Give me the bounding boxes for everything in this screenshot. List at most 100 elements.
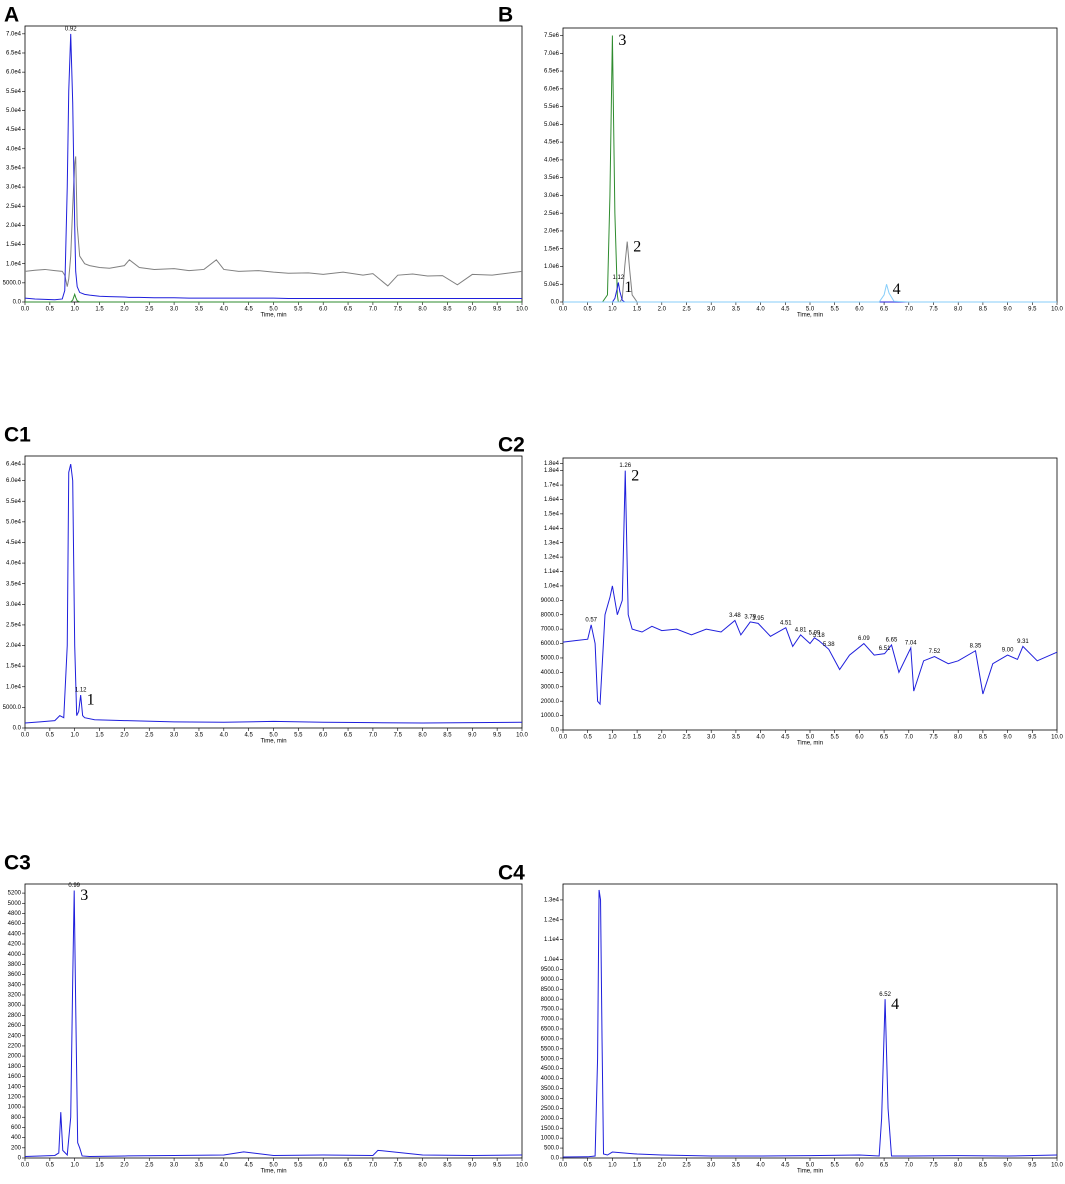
x-tick-label: 3.0: [170, 733, 179, 739]
panel-label: A: [4, 4, 19, 27]
x-tick-label: 3.0: [170, 307, 179, 313]
x-tick-label: 7.5: [929, 735, 938, 741]
y-tick-label: 2.5e4: [6, 623, 22, 629]
x-tick-label: 3.5: [195, 733, 204, 739]
x-tick-label: 2.5: [145, 1163, 154, 1169]
x-tick-label: 1.0: [608, 735, 617, 741]
x-tick-label: 5.0: [269, 1163, 278, 1169]
x-tick-label: 4.5: [781, 307, 790, 313]
x-axis-title: Time, min: [260, 313, 286, 319]
y-tick-label: 1.7e4: [544, 483, 560, 489]
y-tick-label: 9000.0: [541, 598, 560, 604]
y-tick-label: 3200: [8, 993, 22, 999]
y-tick-label: 6.5e4: [6, 51, 22, 57]
peak-label: 0.92: [65, 26, 77, 32]
x-tick-label: 6.5: [344, 733, 353, 739]
x-tick-label: 7.0: [369, 307, 378, 313]
x-tick-label: 4.5: [781, 735, 790, 741]
peak-label: 5.18: [813, 633, 825, 639]
y-tick-label: 9500.0: [541, 967, 560, 973]
peak-annotation: 1: [87, 692, 95, 709]
x-tick-label: 3.0: [707, 1163, 716, 1169]
x-tick-label: 0.5: [46, 1163, 55, 1169]
panel-label: C3: [4, 852, 31, 875]
x-tick-label: 1.5: [633, 735, 642, 741]
x-tick-label: 1.5: [95, 1163, 104, 1169]
x-tick-label: 8.0: [954, 735, 963, 741]
x-tick-label: 8.5: [443, 307, 452, 313]
y-tick-label: 1.2e4: [544, 917, 560, 923]
peak-label: 8.35: [970, 643, 982, 649]
y-tick-label: 3.5e6: [544, 175, 560, 181]
y-tick-label: 1.8e4: [544, 468, 560, 474]
x-tick-label: 7.0: [369, 733, 378, 739]
y-tick-label: 6000.0: [541, 641, 560, 647]
y-tick-label: 1.5e4: [6, 242, 22, 248]
y-tick-label: 1.6e4: [544, 497, 560, 503]
x-tick-label: 4.0: [220, 1163, 229, 1169]
x-tick-label: 0.0: [21, 733, 30, 739]
x-tick-label: 10.0: [1051, 1163, 1063, 1169]
series-line: [25, 292, 522, 303]
y-tick-label: 4.5e4: [6, 127, 22, 133]
y-tick-label: 5.0e4: [6, 108, 22, 114]
x-tick-label: 2.0: [658, 307, 667, 313]
peak-label: 1.12: [75, 688, 87, 694]
x-tick-label: 9.5: [1028, 1163, 1037, 1169]
x-tick-label: 8.0: [418, 307, 427, 313]
y-tick-label: 4.0e4: [6, 146, 22, 152]
x-tick-label: 1.5: [95, 733, 104, 739]
x-tick-label: 9.5: [1028, 307, 1037, 313]
x-tick-label: 4.0: [220, 733, 229, 739]
x-tick-label: 9.5: [1028, 735, 1037, 741]
y-tick-label: 1000.0: [541, 1136, 560, 1142]
peak-label: 9.31: [1017, 639, 1029, 645]
x-tick-label: 7.5: [929, 307, 938, 313]
peak-label: 1.26: [619, 463, 631, 469]
x-tick-label: 2.0: [120, 1163, 129, 1169]
x-tick-label: 9.5: [493, 307, 502, 313]
x-tick-label: 10.0: [516, 307, 528, 313]
peak-label: 4.81: [795, 627, 807, 633]
y-tick-label: 3000.0: [541, 684, 560, 690]
y-tick-label: 2.5e6: [544, 211, 560, 217]
plot-frame: [562, 883, 1058, 1159]
x-tick-label: 9.5: [493, 733, 502, 739]
peak-label: 5.09: [809, 630, 821, 636]
x-tick-label: 6.0: [319, 733, 328, 739]
y-tick-label: 400: [11, 1135, 22, 1141]
series-line: [563, 282, 1057, 303]
peak-label: 3.95: [752, 616, 764, 622]
x-tick-label: 1.0: [71, 733, 80, 739]
x-tick-label: 6.0: [855, 735, 864, 741]
y-tick-label: 5000.0: [3, 705, 22, 711]
y-tick-label: 6.0e6: [544, 86, 560, 92]
x-tick-label: 0.0: [559, 307, 568, 313]
y-tick-label: 1.5e4: [544, 511, 560, 517]
y-tick-label: 1.8e4: [544, 461, 560, 467]
x-tick-label: 6.5: [880, 307, 889, 313]
y-tick-label: 1.2e4: [544, 555, 560, 561]
x-tick-label: 10.0: [1051, 307, 1063, 313]
x-tick-label: 6.0: [319, 1163, 328, 1169]
x-tick-label: 1.0: [608, 1163, 617, 1169]
y-tick-label: 1.0e4: [6, 261, 22, 267]
y-tick-label: 4200: [8, 942, 22, 948]
y-tick-label: 500.0: [544, 1146, 560, 1152]
y-tick-label: 4600: [8, 921, 22, 927]
x-tick-label: 8.0: [954, 307, 963, 313]
x-tick-label: 10.0: [1051, 735, 1063, 741]
series-line: [563, 35, 1057, 303]
x-tick-label: 1.5: [633, 1163, 642, 1169]
x-tick-label: 4.5: [244, 1163, 253, 1169]
x-tick-label: 0.5: [584, 1163, 593, 1169]
y-tick-label: 2.5e4: [6, 204, 22, 210]
peak-label: 7.52: [929, 649, 941, 655]
plot-frame: [24, 883, 523, 1159]
x-tick-label: 5.0: [806, 1163, 815, 1169]
y-tick-label: 6.4e4: [6, 462, 22, 468]
y-tick-label: 1.5e4: [6, 664, 22, 670]
y-tick-label: 4.0e4: [6, 561, 22, 567]
y-tick-label: 1000.0: [541, 713, 560, 719]
